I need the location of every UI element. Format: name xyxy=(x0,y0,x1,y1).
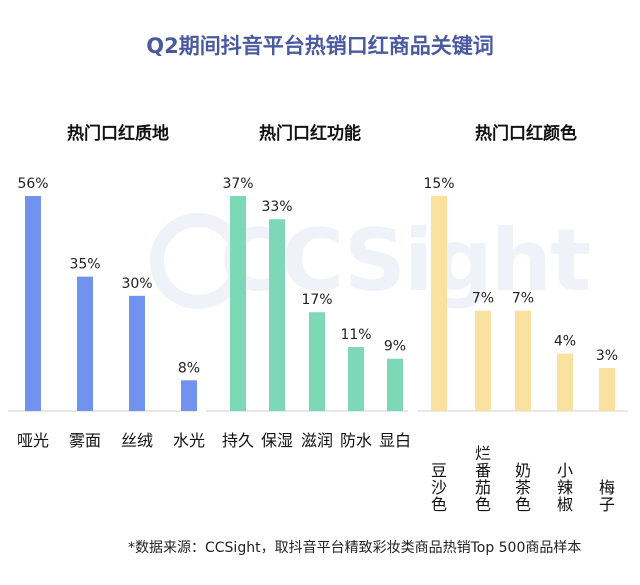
data-label: 37% xyxy=(222,176,253,192)
data-label: 33% xyxy=(261,199,292,215)
bar xyxy=(181,380,197,411)
data-source-footnote: *数据来源：CCSight，取抖音平台精致彩妆类商品热销Top 500商品样本 xyxy=(128,540,582,556)
bar xyxy=(309,312,325,411)
category-label: 防水 xyxy=(340,431,372,450)
data-label: 4% xyxy=(554,334,576,350)
category-label: 小辣椒 xyxy=(557,461,573,514)
bar xyxy=(515,310,531,411)
category-label: 梅子 xyxy=(599,478,615,514)
bar xyxy=(557,353,573,411)
bar xyxy=(77,276,93,411)
category-label: 丝绒 xyxy=(121,431,153,450)
category-label: 持久 xyxy=(222,431,254,450)
category-label: 显白 xyxy=(379,431,411,450)
data-label: 9% xyxy=(384,339,406,355)
data-label: 56% xyxy=(17,176,48,192)
bar xyxy=(431,196,447,411)
category-label: 哑光 xyxy=(17,431,49,450)
bar xyxy=(475,310,491,411)
panel-title: 热门口红颜色 xyxy=(475,123,577,144)
category-label: 保湿 xyxy=(261,431,293,450)
bar xyxy=(387,358,403,411)
data-label: 17% xyxy=(301,292,332,308)
category-label: 滋润 xyxy=(301,431,333,450)
bar xyxy=(129,295,145,411)
category-label: 水光 xyxy=(173,431,205,450)
category-label: 奶茶色 xyxy=(515,461,531,514)
data-label: 11% xyxy=(340,327,371,343)
bar xyxy=(269,219,285,411)
category-label: 烂番茄色 xyxy=(475,444,491,514)
page-title: Q2期间抖音平台热销口红商品关键词 xyxy=(146,34,494,58)
data-label: 7% xyxy=(472,291,494,307)
data-label: 15% xyxy=(423,176,454,192)
data-label: 8% xyxy=(178,360,200,376)
panel-title: 热门口红功能 xyxy=(259,123,361,144)
data-label: 30% xyxy=(121,276,152,292)
data-label: 35% xyxy=(69,257,100,273)
bar xyxy=(25,196,41,411)
panel-title: 热门口红质地 xyxy=(67,123,169,144)
bar xyxy=(599,368,615,411)
data-label: 7% xyxy=(512,291,534,307)
bar xyxy=(230,196,246,411)
category-label: 豆沙色 xyxy=(431,461,447,514)
bar xyxy=(348,347,364,411)
category-label: 雾面 xyxy=(69,431,101,450)
data-label: 3% xyxy=(596,348,618,364)
